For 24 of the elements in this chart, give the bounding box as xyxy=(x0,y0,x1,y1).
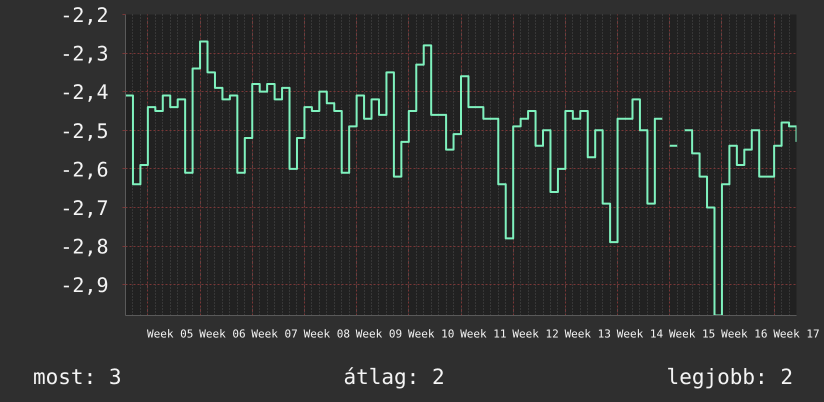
y-tick-label: -2,4 xyxy=(60,80,109,104)
x-tick-label: Week 05 xyxy=(147,328,194,340)
text: legjobb: 2 xyxy=(666,364,793,391)
x-tick-label: Week 09 xyxy=(356,328,402,340)
y-tick-label: -2,6 xyxy=(60,157,109,182)
y-tick-label: -2,5 xyxy=(60,118,109,143)
x-tick-label: Week 12 xyxy=(512,328,559,340)
x-tick-label: Week 13 xyxy=(564,328,611,340)
y-tick-label: -2,3 xyxy=(60,42,109,66)
x-tick-label: Week 07 xyxy=(251,328,298,340)
y-tick-label: -2,9 xyxy=(60,273,109,298)
x-tick-label: Week 15 xyxy=(668,328,716,340)
x-tick-label: Week 06 xyxy=(199,328,246,340)
y-tick-label: -2,7 xyxy=(60,196,109,220)
y-tick-label: -2,8 xyxy=(60,234,109,259)
y-tick-label: -2,2 xyxy=(60,3,109,27)
x-tick-label: Week 16 xyxy=(721,328,768,340)
x-tick-label: Week 14 xyxy=(616,328,664,340)
x-tick-label: Week 08 xyxy=(304,328,350,340)
x-tick-label: Week 10 xyxy=(408,328,454,340)
text: most: 3 xyxy=(33,364,122,391)
x-tick-label: Week 11 xyxy=(460,328,507,340)
text: átlag: 2 xyxy=(343,364,445,391)
x-tick-label: Week 17 xyxy=(773,328,820,340)
